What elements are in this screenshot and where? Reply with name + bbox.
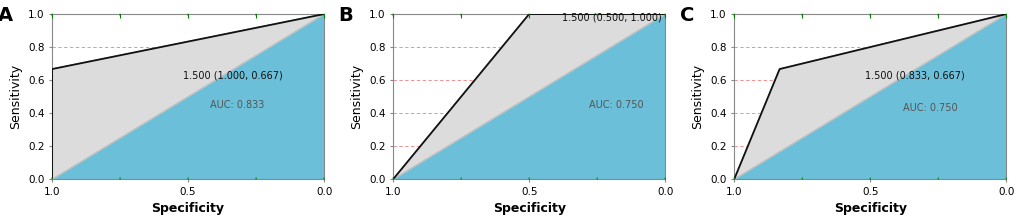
Text: AUC: 0.750: AUC: 0.750 [588, 100, 643, 110]
Polygon shape [52, 14, 324, 179]
X-axis label: Specificity: Specificity [152, 202, 224, 215]
X-axis label: Specificity: Specificity [833, 202, 906, 215]
Text: 1.500 (0.833, 0.667): 1.500 (0.833, 0.667) [864, 70, 964, 80]
Polygon shape [52, 14, 324, 179]
Y-axis label: Sensitivity: Sensitivity [9, 64, 22, 129]
Text: A: A [0, 6, 13, 25]
Polygon shape [734, 14, 1006, 179]
Text: B: B [338, 6, 354, 25]
Polygon shape [392, 14, 664, 179]
Text: C: C [679, 6, 694, 25]
Y-axis label: Sensitivity: Sensitivity [351, 64, 363, 129]
Text: 1.500 (0.500, 1.000): 1.500 (0.500, 1.000) [561, 12, 661, 22]
Polygon shape [734, 14, 1006, 179]
Text: 1.500 (1.000, 0.667): 1.500 (1.000, 0.667) [182, 70, 282, 80]
Y-axis label: Sensitivity: Sensitivity [691, 64, 704, 129]
Polygon shape [392, 14, 664, 179]
Text: AUC: 0.833: AUC: 0.833 [210, 100, 264, 110]
Text: AUC: 0.750: AUC: 0.750 [902, 103, 957, 113]
X-axis label: Specificity: Specificity [492, 202, 566, 215]
